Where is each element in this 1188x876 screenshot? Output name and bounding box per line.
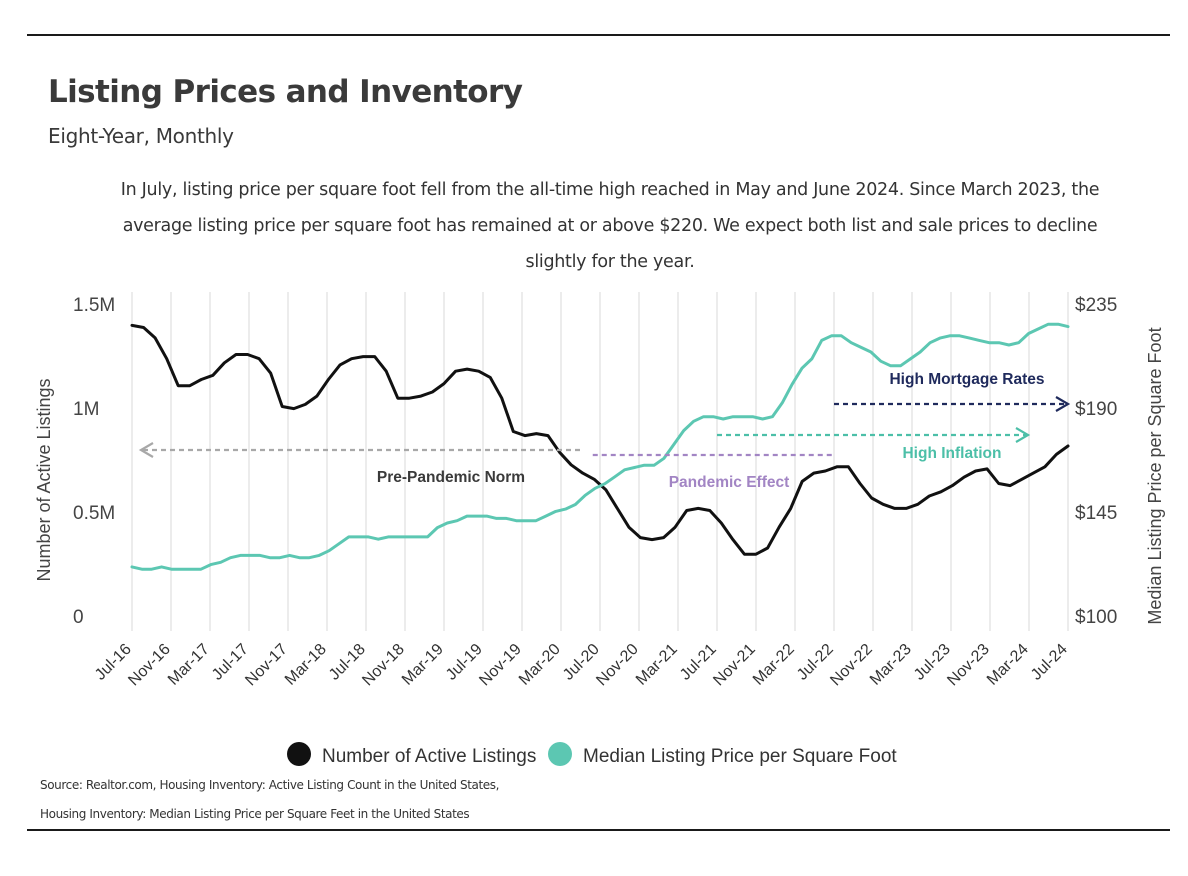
x-tick-label: Mar-22 [750, 641, 798, 689]
x-tick-label: Jul-24 [1028, 641, 1071, 684]
chart-title: Listing Prices and Inventory [48, 74, 523, 110]
chart-subtitle: Eight-Year, Monthly [48, 124, 234, 148]
annotation-pre-pandemic-label: Pre-Pandemic Norm [377, 469, 525, 486]
annotation-pandemic-label: Pandemic Effect [669, 474, 790, 491]
y-right-tick-label: $145 [1075, 503, 1117, 524]
annotation-pre-pandemic-arrow [138, 442, 154, 458]
x-tick-label: Nov-22 [827, 641, 876, 690]
annotation-high-inflation-label: High Inflation [902, 445, 1001, 462]
y-left-tick-label: 1M [73, 399, 99, 420]
x-tick-label: Mar-21 [633, 641, 681, 689]
x-tick-label: Mar-20 [516, 641, 564, 689]
x-tick-label: Mar-17 [165, 641, 213, 689]
y-right-tick-label: $235 [1075, 295, 1117, 316]
annotation-high-mortgage-arrow [1055, 396, 1071, 412]
x-tick-label: Nov-21 [710, 641, 759, 690]
y-left-tick-label: 0.5M [73, 503, 115, 524]
source-line-2: Housing Inventory: Median Listing Price … [40, 807, 470, 821]
bottom-rule [27, 829, 1170, 831]
legend-label-active-listings: Number of Active Listings [322, 746, 536, 767]
y-left-tick-label: 1.5M [73, 295, 115, 316]
x-tick-label: Nov-20 [593, 641, 642, 690]
x-tick-label: Nov-19 [476, 641, 525, 690]
x-tick-label: Nov-17 [242, 641, 291, 690]
annotation-high-mortgage-label: High Mortgage Rates [889, 371, 1044, 388]
x-tick-label: Nov-18 [359, 641, 408, 690]
legend-label-price-per-sqft: Median Listing Price per Square Foot [583, 746, 897, 767]
y-left-tick-label: 0 [73, 607, 84, 628]
legend-marker-active-listings [287, 742, 311, 766]
y-right-axis-title: Median Listing Price per Square Foot [1145, 327, 1165, 624]
x-tick-label: Nov-16 [125, 641, 174, 690]
y-right-tick-label: $100 [1075, 607, 1117, 628]
x-tick-label: Mar-19 [399, 641, 447, 689]
x-tick-label: Mar-18 [282, 641, 330, 689]
x-tick-label: Mar-24 [984, 641, 1032, 689]
series-line-price-per-sqft [130, 322, 1070, 571]
source-line-1: Source: Realtor.com, Housing Inventory: … [40, 778, 500, 792]
x-tick-label: Mar-23 [867, 641, 915, 689]
chart-description: In July, listing price per square foot f… [120, 180, 1100, 272]
annotation-high-inflation-arrow [1015, 427, 1031, 443]
y-left-axis-title: Number of Active Listings [34, 378, 54, 581]
y-right-tick-label: $190 [1075, 399, 1117, 420]
legend-marker-price-per-sqft [548, 742, 572, 766]
top-rule [27, 34, 1170, 36]
x-tick-label: Nov-23 [944, 641, 993, 690]
